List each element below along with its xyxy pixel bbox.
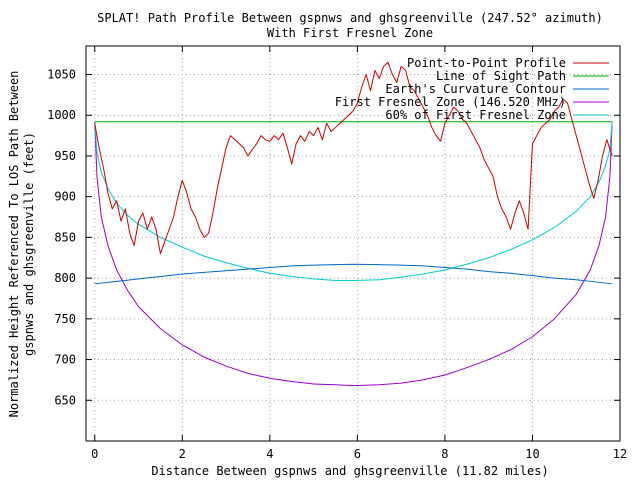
plot-frame <box>85 45 621 442</box>
series-layer <box>94 61 613 387</box>
y-tick-label: 950 <box>54 149 76 163</box>
y-axis-label-line2: gspnws and ghsgreenville (feet) <box>22 132 36 356</box>
chart-title: SPLAT! Path Profile Between gspnws and g… <box>97 11 603 25</box>
y-tick-label: 650 <box>54 393 76 407</box>
series-line-point-to-point-profile <box>94 61 613 255</box>
y-tick-label: 900 <box>54 190 76 204</box>
x-tick-label: 4 <box>266 447 273 461</box>
chart-subtitle: With First Fresnel Zone <box>267 26 433 40</box>
legend-label-point-to-point-profile: Point-to-Point Profile <box>407 56 566 70</box>
series-line-sixty-percent-fresnel-zone <box>94 121 613 282</box>
series-line-earth-curvature-contour <box>94 263 613 285</box>
y-axis-label-line1: Normalized Height Referenced To LOS Path… <box>7 71 21 418</box>
x-axis-label: Distance Between gspnws and ghsgreenvill… <box>151 464 548 478</box>
grid-lines <box>86 46 620 441</box>
y-tick-label: 800 <box>54 271 76 285</box>
x-tick-label: 0 <box>91 447 98 461</box>
legend-label-first-fresnel-zone: First Fresnel Zone (146.520 MHz) <box>335 95 566 109</box>
y-tick-label: 1000 <box>47 108 76 122</box>
y-tick-label: 750 <box>54 312 76 326</box>
series-line-first-fresnel-zone <box>94 121 613 387</box>
x-tick-label: 10 <box>525 447 539 461</box>
y-tick-label: 850 <box>54 230 76 244</box>
legend-label-sixty-percent-fresnel-zone: 60% of First Fresnel Zone <box>385 108 566 122</box>
x-tick-label: 2 <box>179 447 186 461</box>
legend-label-earth-curvature-contour: Earth's Curvature Contour <box>385 82 566 96</box>
y-tick-label: 700 <box>54 353 76 367</box>
x-tick-label: 6 <box>354 447 361 461</box>
axis-ticks: 0 2 4 6 8 10 12 650 700 750 800 850 900 950 1000 1050 <box>47 46 627 461</box>
legend-label-line-of-sight-path: Line of Sight Path <box>436 69 566 83</box>
x-tick-label: 8 <box>441 447 448 461</box>
y-tick-label: 1050 <box>47 68 76 82</box>
x-tick-label: 12 <box>613 447 627 461</box>
